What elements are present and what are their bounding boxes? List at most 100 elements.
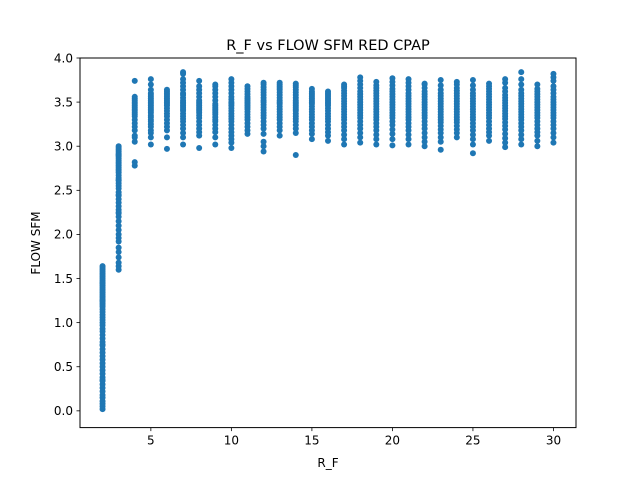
points-layer xyxy=(99,69,557,413)
data-point xyxy=(437,138,444,145)
data-point xyxy=(115,176,122,183)
data-point xyxy=(147,76,154,83)
data-point xyxy=(534,85,541,92)
data-point xyxy=(437,77,444,84)
data-point xyxy=(147,86,154,93)
data-point xyxy=(357,139,364,146)
data-point xyxy=(486,80,493,87)
data-point xyxy=(147,81,154,88)
data-point xyxy=(453,134,460,141)
data-point xyxy=(308,136,315,143)
data-point xyxy=(405,131,412,138)
data-point xyxy=(518,141,525,148)
data-point xyxy=(534,137,541,144)
data-point xyxy=(518,76,525,83)
chart-title: R_F vs FLOW SFM RED CPAP xyxy=(226,38,430,54)
data-point xyxy=(421,134,428,141)
data-point xyxy=(163,134,170,141)
data-point xyxy=(131,93,138,100)
data-point xyxy=(389,136,396,143)
data-point xyxy=(550,70,557,77)
y-tick-label: 2.5 xyxy=(54,184,73,198)
data-point xyxy=(325,137,331,144)
data-point xyxy=(212,134,219,141)
data-point xyxy=(292,152,299,159)
y-axis-label: FLOW SFM xyxy=(29,211,43,274)
data-point xyxy=(469,131,476,138)
data-point xyxy=(131,138,138,145)
data-point xyxy=(196,83,203,90)
x-tick-label: 15 xyxy=(304,434,319,448)
data-point xyxy=(389,142,396,149)
y-axis-ticks: 0.0 0.5 1.0 1.5 2.0 2.5 3.0 3.5 4.0 xyxy=(54,51,80,418)
y-tick-label: 3.5 xyxy=(54,95,73,109)
data-point xyxy=(518,69,525,76)
x-tick-label: 30 xyxy=(546,434,561,448)
data-point xyxy=(534,81,541,88)
data-point xyxy=(373,131,380,138)
data-point xyxy=(180,141,187,148)
data-point xyxy=(389,130,396,137)
data-point xyxy=(180,129,187,136)
data-point xyxy=(357,134,364,141)
data-point xyxy=(163,86,170,93)
data-point xyxy=(115,254,122,261)
data-point xyxy=(469,82,476,89)
data-point xyxy=(550,83,557,90)
data-point xyxy=(341,141,348,148)
data-point xyxy=(421,80,428,87)
data-point xyxy=(115,244,122,251)
data-point xyxy=(115,249,122,256)
y-tick-label: 0.5 xyxy=(54,360,73,374)
x-tick-label: 5 xyxy=(147,434,155,448)
data-point xyxy=(341,131,348,138)
data-point xyxy=(437,82,444,89)
data-point xyxy=(502,135,509,142)
data-point xyxy=(131,159,138,166)
data-point xyxy=(115,152,122,159)
data-point xyxy=(196,144,203,151)
data-point xyxy=(518,86,525,93)
data-point xyxy=(260,79,267,86)
data-point xyxy=(469,86,476,93)
data-point xyxy=(357,74,364,81)
data-point xyxy=(115,209,122,216)
data-point xyxy=(180,134,187,141)
data-point xyxy=(518,81,525,88)
data-point xyxy=(405,136,412,143)
data-point xyxy=(405,141,412,148)
data-point xyxy=(180,69,187,76)
data-point xyxy=(131,134,138,141)
data-point xyxy=(502,76,509,83)
data-point xyxy=(99,341,106,348)
data-point xyxy=(276,132,283,139)
data-point xyxy=(276,79,283,86)
data-point xyxy=(502,84,509,91)
data-point xyxy=(180,76,187,83)
y-tick-label: 0.0 xyxy=(54,404,73,418)
data-point xyxy=(99,279,106,286)
data-point xyxy=(469,150,476,157)
data-point xyxy=(212,141,219,148)
data-point xyxy=(163,145,170,152)
data-point xyxy=(502,130,509,137)
data-point xyxy=(325,88,331,95)
data-point xyxy=(550,139,557,146)
x-tick-label: 20 xyxy=(385,434,400,448)
data-point xyxy=(147,141,154,148)
data-point xyxy=(550,129,557,136)
data-point xyxy=(260,148,267,155)
y-tick-label: 3.0 xyxy=(54,140,73,154)
data-point xyxy=(502,139,509,146)
data-point xyxy=(341,81,348,88)
data-point xyxy=(292,129,299,136)
data-point xyxy=(115,259,122,266)
data-point xyxy=(421,143,428,150)
y-tick-label: 1.0 xyxy=(54,316,73,330)
data-point xyxy=(550,134,557,141)
data-point xyxy=(357,129,364,136)
x-axis-ticks: 5 10 15 20 25 30 xyxy=(147,427,561,448)
